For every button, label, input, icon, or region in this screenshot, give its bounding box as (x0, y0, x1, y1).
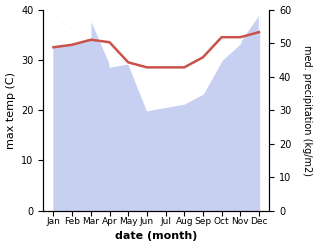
X-axis label: date (month): date (month) (115, 231, 197, 242)
Y-axis label: med. precipitation (kg/m2): med. precipitation (kg/m2) (302, 45, 313, 176)
Y-axis label: max temp (C): max temp (C) (5, 72, 16, 149)
